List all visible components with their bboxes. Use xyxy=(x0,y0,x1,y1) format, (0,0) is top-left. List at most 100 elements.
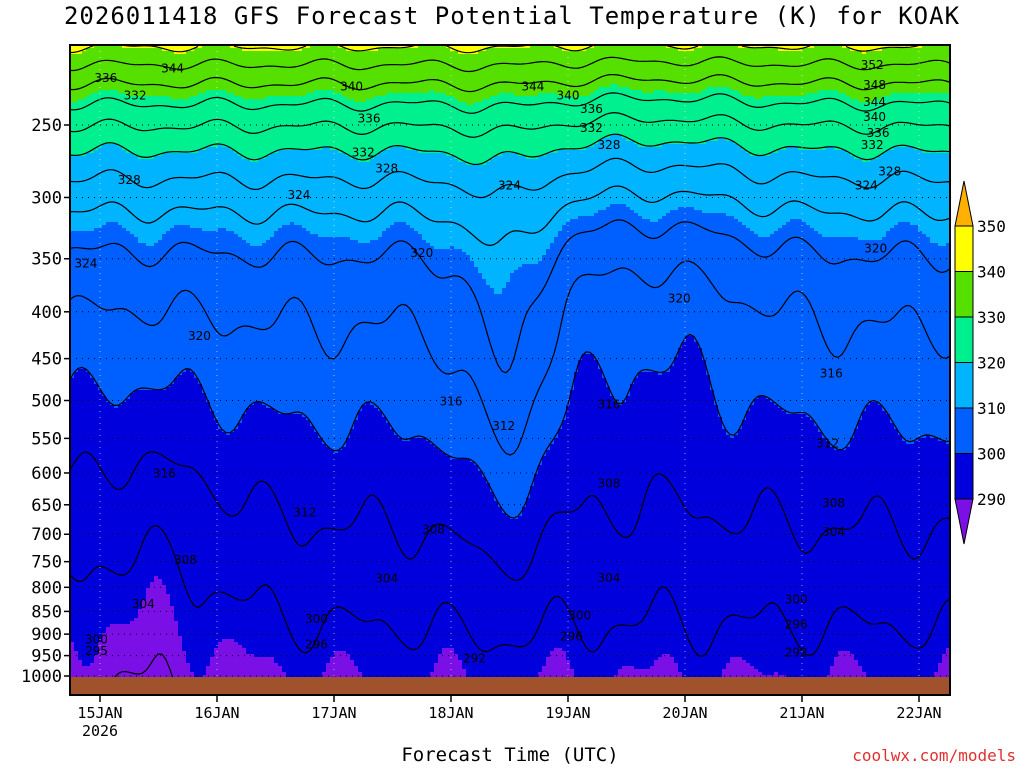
band-cell xyxy=(214,420,219,651)
band-cell xyxy=(234,48,239,99)
band-cell xyxy=(662,45,667,93)
band-cell xyxy=(466,45,471,57)
band-cell xyxy=(614,204,619,405)
band-cell xyxy=(750,405,755,669)
band-cell xyxy=(814,426,819,695)
band-cell xyxy=(550,444,555,654)
band-cell xyxy=(298,414,303,695)
band-cell xyxy=(430,444,435,675)
band-cell xyxy=(246,51,251,102)
band-cell xyxy=(622,402,627,669)
band-cell xyxy=(766,399,771,678)
band-cell xyxy=(74,54,79,105)
band-cell xyxy=(94,654,99,695)
band-cell xyxy=(290,150,295,225)
band-cell xyxy=(902,222,907,444)
band-cell xyxy=(142,159,147,246)
band-cell xyxy=(134,237,139,393)
contour-label: 304 xyxy=(822,525,845,539)
band-cell xyxy=(254,402,259,660)
band-cell xyxy=(598,45,603,90)
band-cell xyxy=(402,93,407,150)
band-cell xyxy=(602,378,607,695)
band-cell xyxy=(342,48,347,99)
contour-324 xyxy=(70,111,950,138)
band-cell xyxy=(754,48,759,102)
band-cell xyxy=(518,48,523,99)
band-cell xyxy=(494,501,499,695)
band-cell xyxy=(458,459,463,663)
band-cell xyxy=(850,45,855,54)
colorbar-arrow-top xyxy=(954,180,974,227)
band-cell xyxy=(162,234,167,393)
band-cell xyxy=(166,231,171,390)
contour-316 xyxy=(70,157,950,199)
band-cell xyxy=(778,150,783,231)
band-cell xyxy=(342,96,347,156)
band-cell xyxy=(854,51,859,102)
band-cell xyxy=(378,237,383,414)
band-cell xyxy=(94,384,99,657)
band-cell xyxy=(394,93,399,150)
band-cell xyxy=(78,99,83,159)
band-cell xyxy=(922,45,927,96)
band-cell xyxy=(622,87,627,141)
band-cell xyxy=(542,93,547,159)
band-cell xyxy=(166,153,171,234)
contour-label: 308 xyxy=(822,496,845,510)
band-cell xyxy=(354,102,359,162)
band-cell xyxy=(518,267,523,519)
band-cell xyxy=(646,93,651,150)
credit-link[interactable]: coolwx.com/models xyxy=(852,746,1016,765)
band-cell xyxy=(782,150,787,228)
band-cell xyxy=(874,240,879,405)
band-cell xyxy=(74,156,79,234)
band-cell xyxy=(558,648,563,695)
band-cell xyxy=(138,48,143,99)
band-cell xyxy=(74,651,79,695)
band-cell xyxy=(250,45,255,54)
colorbar-tick-label: 330 xyxy=(977,308,1006,327)
band-cell xyxy=(142,48,147,99)
band-cell xyxy=(206,147,211,234)
band-cell xyxy=(754,156,759,237)
band-cell xyxy=(778,45,783,54)
band-cell xyxy=(678,51,683,96)
band-cell xyxy=(514,519,519,687)
contour-label: 332 xyxy=(861,138,884,152)
band-cell xyxy=(478,102,483,168)
band-cell xyxy=(934,45,939,96)
band-cell xyxy=(742,225,747,423)
band-cell xyxy=(482,279,487,480)
band-cell xyxy=(98,90,103,150)
band-cell xyxy=(418,45,423,96)
band-cell xyxy=(142,96,147,162)
band-cell xyxy=(430,45,435,93)
band-cell xyxy=(102,633,107,695)
y-tick-label: 900 xyxy=(31,625,62,645)
band-cell xyxy=(574,219,579,375)
band-cell xyxy=(946,243,950,447)
band-cell xyxy=(270,237,275,411)
band-cell xyxy=(230,150,235,234)
colorbar-tick-label: 310 xyxy=(977,399,1006,418)
band-cell xyxy=(322,90,327,150)
band-cell xyxy=(238,645,243,695)
band-cell xyxy=(306,231,311,423)
band-cell xyxy=(458,54,463,105)
band-cell xyxy=(366,51,371,102)
band-cell xyxy=(242,648,247,695)
band-cell xyxy=(162,45,167,54)
band-cell xyxy=(254,45,259,54)
y-tick-label: 350 xyxy=(31,250,62,270)
band-cell xyxy=(450,51,455,99)
band-cell xyxy=(806,225,811,420)
band-cell xyxy=(414,438,419,693)
band-cell xyxy=(382,96,387,153)
band-cell xyxy=(462,54,467,105)
band-cell xyxy=(222,228,227,435)
band-cell xyxy=(562,225,567,423)
band-cell xyxy=(686,207,691,339)
band-cell xyxy=(174,225,179,381)
band-cell xyxy=(174,621,179,695)
